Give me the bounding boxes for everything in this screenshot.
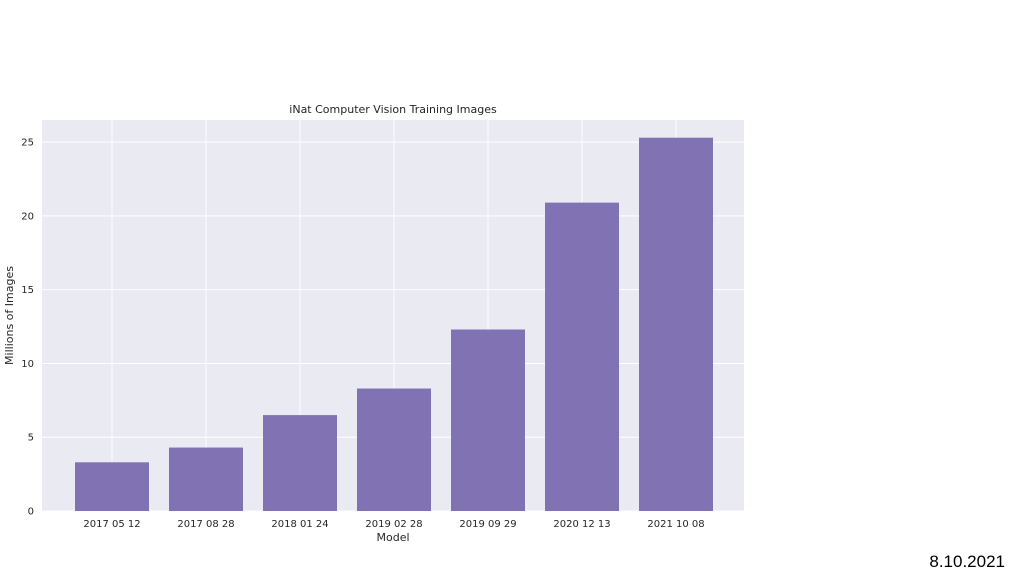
y-tick-label: 5 — [28, 433, 34, 444]
bar — [75, 462, 149, 511]
bar — [639, 137, 713, 511]
x-tick-label: 2019 09 29 — [459, 519, 516, 530]
y-tick-label: 20 — [21, 211, 34, 222]
x-tick-label: 2020 12 13 — [553, 519, 610, 530]
bar — [545, 202, 619, 512]
bar — [169, 447, 243, 511]
x-tick-label: 2019 02 28 — [365, 519, 422, 530]
y-tick-label: 0 — [28, 507, 34, 518]
y-axis-label: Millions of Images — [3, 266, 16, 365]
bar — [357, 388, 431, 511]
x-tick-label: 2018 01 24 — [271, 519, 328, 530]
chart-title: iNat Computer Vision Training Images — [289, 103, 497, 116]
y-axis-ticks: 0 5 10 15 20 25 — [21, 138, 34, 518]
bar — [263, 415, 337, 511]
x-axis-ticks: 2017 05 12 2017 08 28 2018 01 24 2019 02 28… — [83, 519, 704, 530]
bar — [451, 329, 525, 511]
x-tick-label: 2017 05 12 — [83, 519, 140, 530]
bars — [75, 137, 713, 512]
x-axis-label: Model — [376, 531, 409, 544]
y-tick-label: 25 — [21, 138, 34, 149]
x-tick-label: 2021 10 08 — [647, 519, 704, 530]
y-tick-label: 10 — [21, 359, 34, 370]
slide-date: 8.10.2021 — [929, 552, 1005, 571]
x-tick-label: 2017 08 28 — [177, 519, 234, 530]
y-tick-label: 15 — [21, 285, 34, 296]
